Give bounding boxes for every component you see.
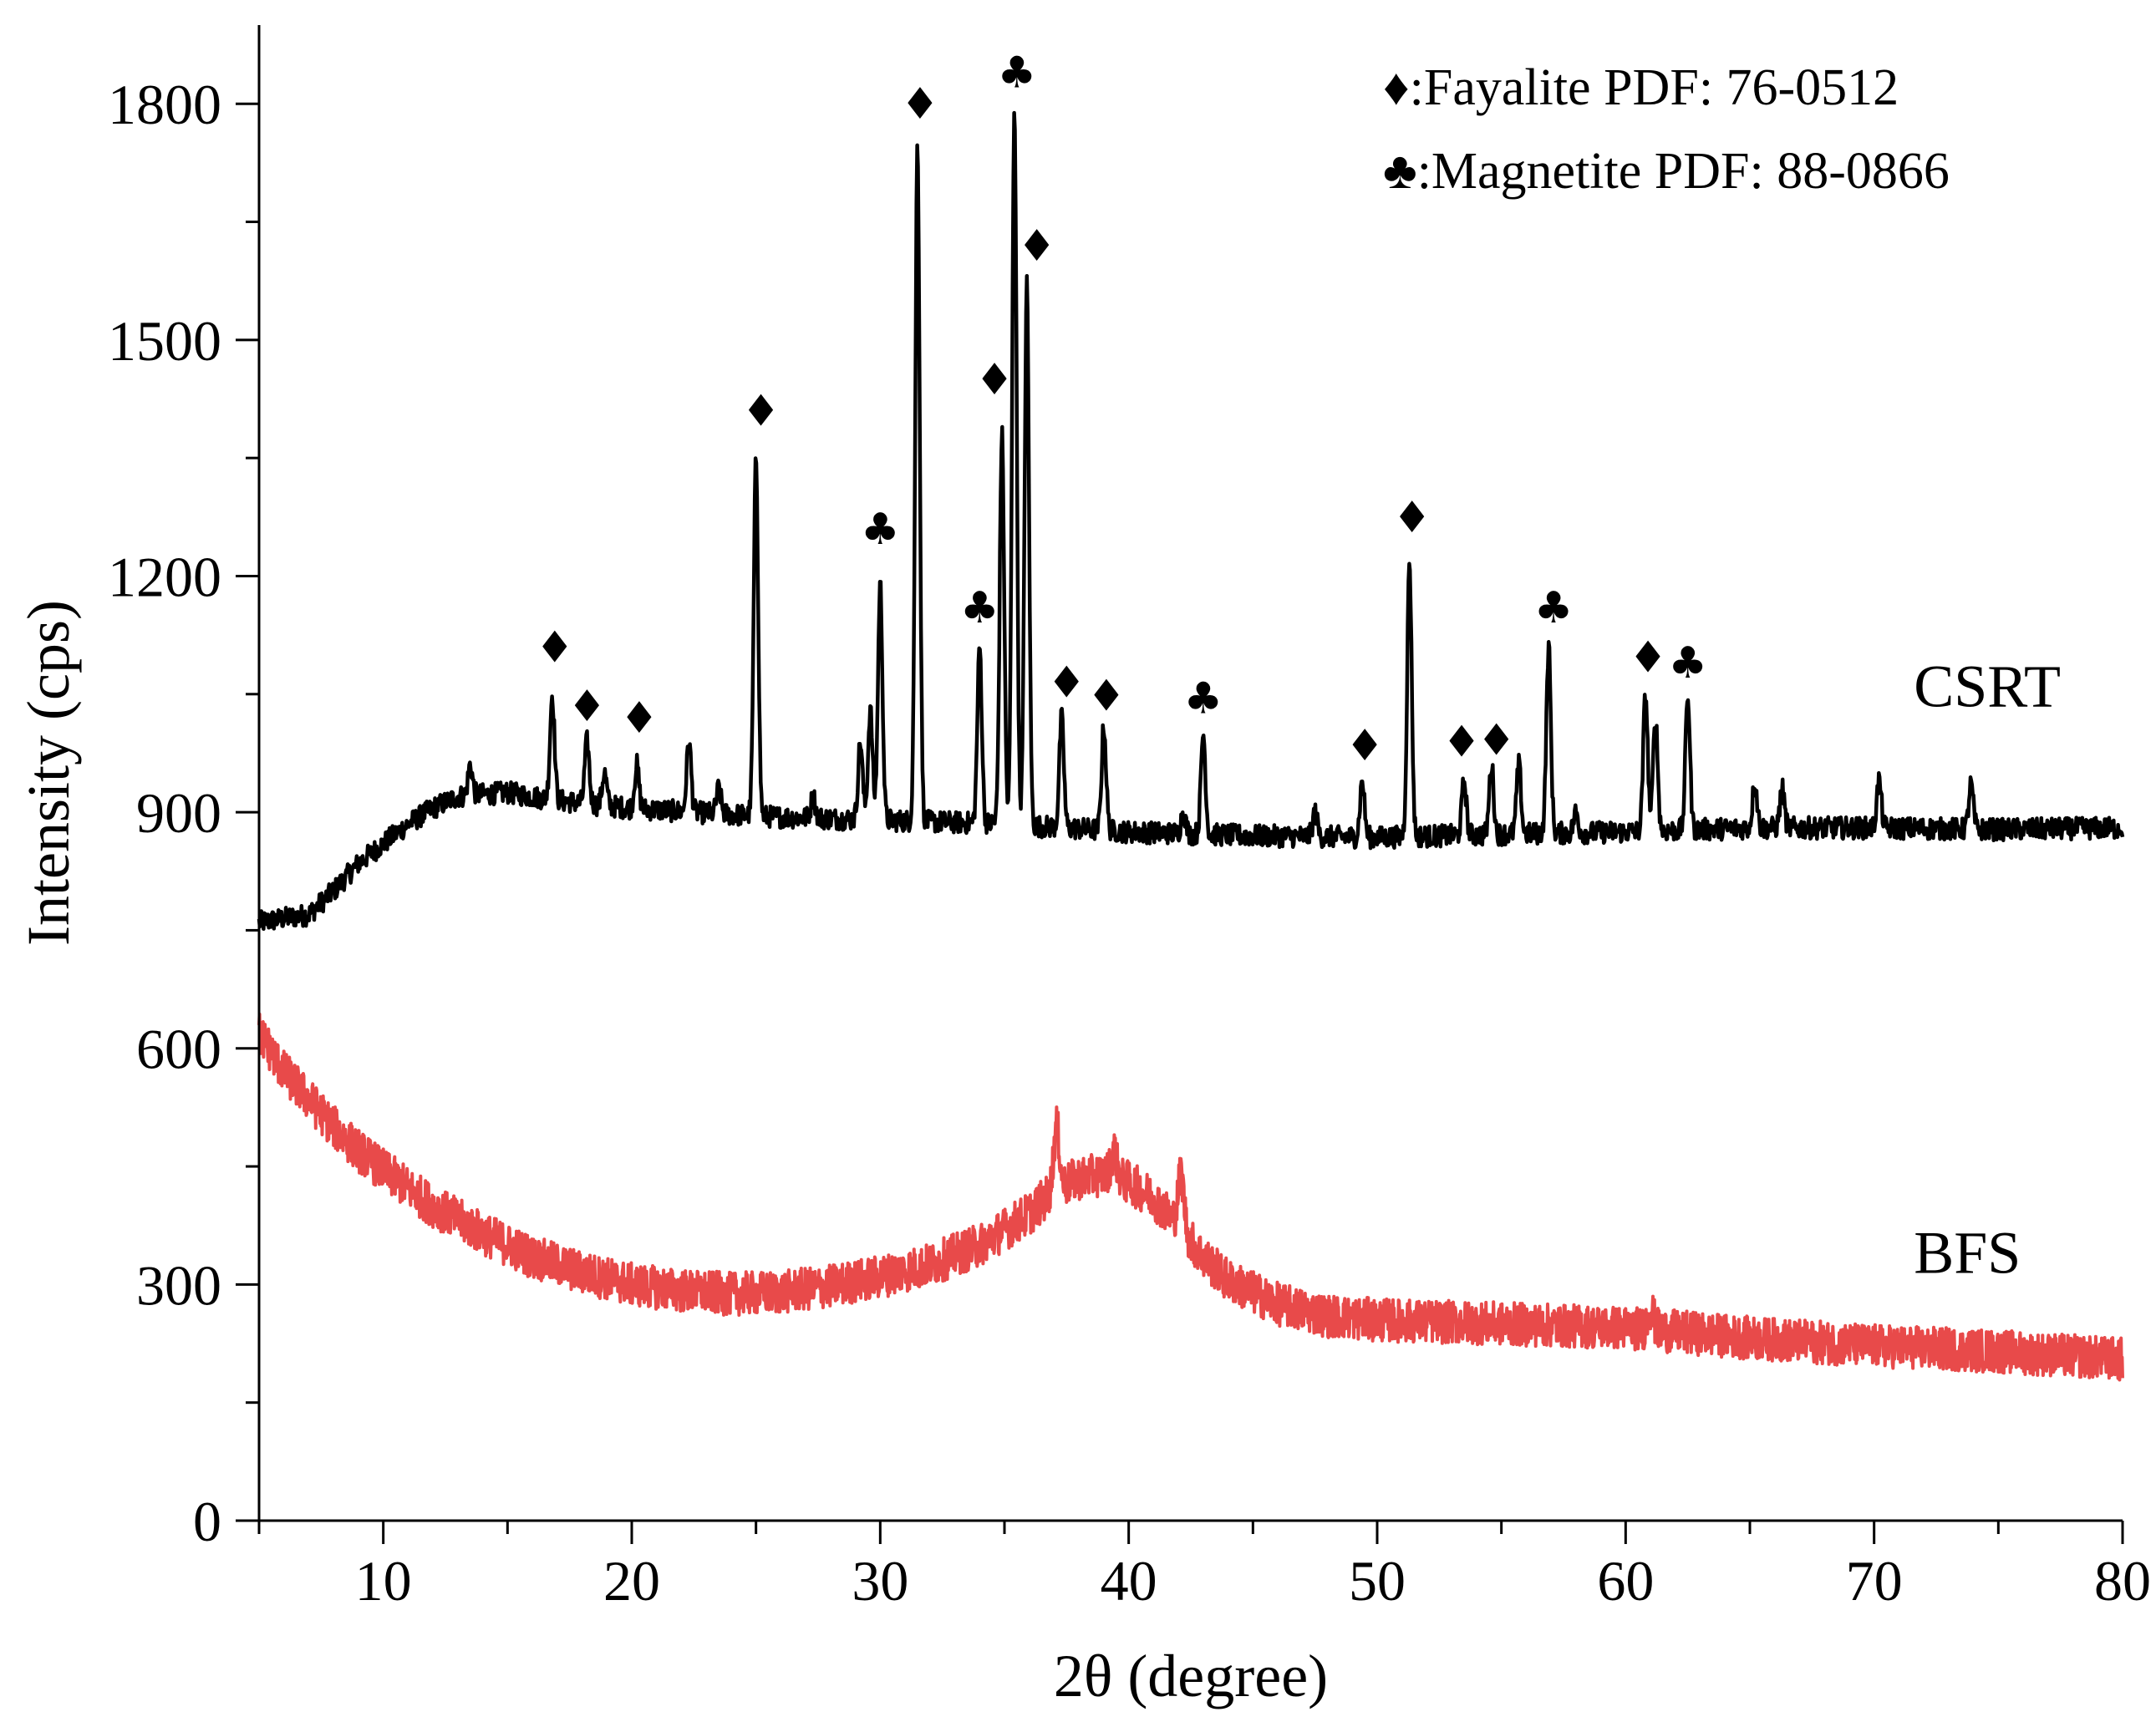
fayalite-marker-14: ♦	[1392, 493, 1431, 543]
legend-entry-0: ♦:Fayalite PDF: 76-0512	[1383, 59, 1899, 116]
y-tick-label-0: 0	[193, 1490, 221, 1553]
series-line-csrt	[257, 110, 2125, 932]
fayalite-marker-13: ♦	[1345, 721, 1385, 771]
magnetite-marker-4: ♣	[861, 505, 900, 555]
magnetite-marker-6: ♣	[960, 583, 999, 633]
fayalite-marker-18: ♦	[1629, 633, 1668, 683]
fayalite-marker-10: ♦	[1047, 658, 1086, 709]
x-tick-label-50: 50	[1349, 1549, 1406, 1613]
fayalite-marker-2: ♦	[620, 693, 659, 744]
series-label-bfs: BFS	[1914, 1220, 2021, 1287]
y-tick-label-300: 300	[136, 1253, 221, 1317]
magnetite-marker-17: ♣	[1534, 583, 1574, 633]
series-line-bfs	[257, 1012, 2124, 1382]
fayalite-marker-9: ♦	[1017, 221, 1056, 272]
magnetite-marker-12: ♣	[1184, 674, 1223, 724]
fayalite-marker-15: ♦	[1442, 717, 1482, 767]
y-axis-title: Intensity (cps)	[15, 600, 82, 946]
fayalite-marker-5: ♦	[901, 79, 940, 130]
magnetite-marker-8: ♣	[998, 48, 1037, 99]
magnetite-marker-19: ♣	[1668, 638, 1707, 688]
fayalite-marker-11: ♦	[1087, 672, 1126, 722]
y-tick-label-1800: 1800	[108, 73, 221, 136]
y-tick-label-1200: 1200	[108, 545, 221, 608]
x-tick-label-60: 60	[1597, 1549, 1654, 1613]
x-tick-label-70: 70	[1846, 1549, 1903, 1613]
x-axis-title: 2θ (degree)	[1054, 1643, 1328, 1709]
fayalite-marker-16: ♦	[1477, 715, 1516, 765]
fayalite-marker-7: ♦	[975, 355, 1014, 405]
x-tick-label-30: 30	[852, 1549, 908, 1613]
fayalite-marker-1: ♦	[567, 682, 607, 732]
x-tick-label-40: 40	[1101, 1549, 1157, 1613]
y-tick-label-1500: 1500	[108, 309, 221, 373]
y-tick-label-900: 900	[136, 781, 221, 845]
series-label-csrt: CSRT	[1914, 653, 2061, 719]
x-tick-label-20: 20	[603, 1549, 660, 1613]
x-tick-label-10: 10	[355, 1549, 412, 1613]
y-tick-label-600: 600	[136, 1018, 221, 1081]
fayalite-marker-3: ♦	[741, 387, 781, 437]
legend-entry-1: ♣:Magnetite PDF: 88-0866	[1383, 143, 1950, 200]
x-tick-label-80: 80	[2094, 1549, 2151, 1613]
fayalite-marker-0: ♦	[536, 622, 575, 673]
